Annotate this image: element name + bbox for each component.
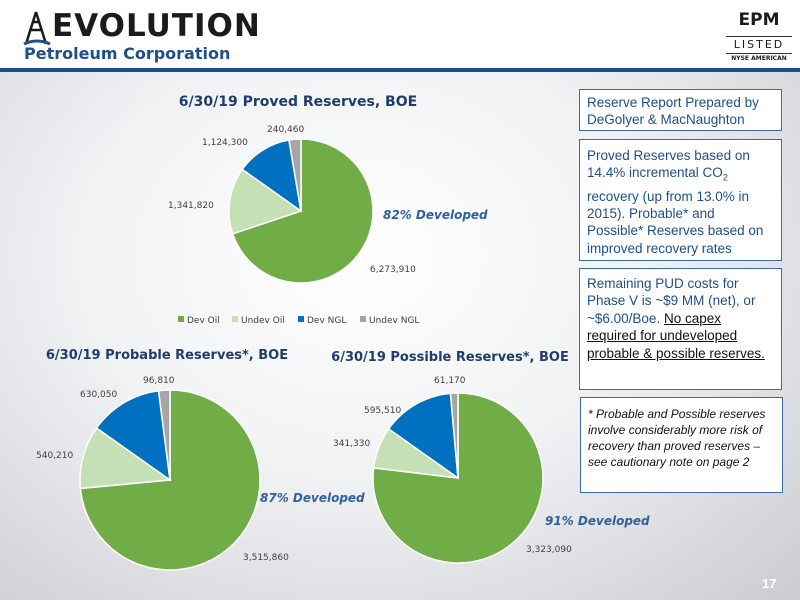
proved-slice-undev-ngl	[288, 138, 302, 212]
legend-label-undev-oil: Undev Oil	[241, 316, 285, 326]
ticker-exchange: NYSE AMERICAN	[726, 53, 792, 63]
reserve-report-box: Reserve Report Prepared by DeGolyer & Ma…	[579, 89, 782, 131]
possible-label-dev-ngl: 595,510	[364, 406, 401, 416]
logo-main-text: EVOLUTION	[52, 8, 261, 44]
probable-label-undev-ngl: 96,810	[143, 376, 175, 386]
possible-chart: 6/30/19 Possible Reserves*, BOE 3,323,09…	[331, 350, 650, 564]
probable-label-dev-ngl: 630,050	[80, 390, 117, 400]
possible-developed-annotation: 91% Developed	[545, 514, 650, 528]
proved-label-dev-ngl: 1,124,300	[202, 138, 248, 148]
probable-slice-undev-ngl	[157, 389, 171, 481]
probable-chart-title: 6/30/19 Probable Reserves*, BOE	[46, 348, 288, 363]
possible-slice-dev-oil	[372, 392, 544, 564]
ticker-symbol: EPM	[738, 10, 780, 30]
co2-subscript: 2	[722, 173, 728, 184]
page-number: 17	[762, 576, 777, 591]
probable-developed-annotation: 87% Developed	[260, 491, 365, 505]
possible-label-dev-oil: 3,323,090	[526, 545, 572, 555]
pud-costs-text: Remaining PUD costs for Phase V is ~$9 M…	[587, 276, 756, 326]
no-capex-text: No capex required for undeveloped probab…	[587, 310, 765, 361]
proved-label-undev-oil: 1,341,820	[168, 201, 214, 211]
proved-pie	[228, 138, 374, 284]
possible-label-undev-ngl: 61,170	[434, 376, 466, 386]
legend-swatch-undev-oil	[232, 316, 238, 322]
probable-label-dev-oil: 3,515,860	[243, 553, 289, 563]
legend-swatch-undev-ngl	[360, 316, 366, 322]
reserve-report-text: Reserve Report Prepared by DeGolyer & Ma…	[587, 95, 759, 127]
proved-slice-undev-oil	[228, 168, 303, 235]
header: EVOLUTION Petroleum Corporation EPM LIST…	[0, 0, 800, 70]
legend-swatch-dev-ngl	[298, 316, 304, 322]
ticker-badge: EPM LISTED NYSE AMERICAN	[726, 10, 792, 63]
proved-basis-text-2: recovery (up from 13.0% in 2015). Probab…	[587, 188, 764, 256]
probable-label-undev-oil: 540,210	[36, 451, 73, 461]
probable-pie	[79, 389, 261, 571]
probable-slice-undev-oil	[79, 426, 173, 490]
company-logo: EVOLUTION Petroleum Corporation	[22, 8, 260, 64]
cautionary-note-text: * Probable and Possible reserves involve…	[588, 407, 766, 469]
legend-label-dev-oil: Dev Oil	[187, 316, 220, 326]
logo-sub-text: Petroleum Corporation	[24, 44, 231, 63]
possible-pie	[372, 392, 544, 564]
pud-costs-box: Remaining PUD costs for Phase V is ~$9 M…	[579, 268, 782, 390]
derrick-icon	[23, 11, 51, 46]
proved-slice-dev-oil	[231, 138, 374, 284]
ticker-listed: LISTED	[726, 36, 792, 51]
probable-slice-dev-ngl	[95, 389, 171, 482]
proved-basis-text-1: Proved Reserves based on 14.4% increment…	[587, 148, 750, 181]
proved-slice-dev-ngl	[241, 139, 303, 213]
proved-basis-box: Proved Reserves based on 14.4% increment…	[579, 139, 782, 261]
possible-slice-dev-ngl	[387, 392, 459, 480]
legend-label-dev-ngl: Dev NGL	[307, 316, 346, 326]
possible-slice-undev-ngl	[449, 392, 459, 479]
proved-label-undev-ngl: 240,460	[267, 125, 304, 135]
legend-swatch-dev-oil	[178, 316, 184, 322]
legend-label-undev-ngl: Undev NGL	[369, 316, 419, 326]
proved-legend: Dev Oil Undev Oil Dev NGL Undev NGL	[178, 316, 419, 326]
proved-label-dev-oil: 6,273,910	[370, 265, 416, 275]
proved-chart: 6/30/19 Proved Reserves, BOE 6,273,910 1…	[168, 94, 488, 326]
cautionary-note-box: * Probable and Possible reserves involve…	[580, 397, 783, 493]
probable-chart: 6/30/19 Probable Reserves*, BOE 3,515,86…	[36, 348, 365, 571]
header-divider	[0, 68, 800, 72]
proved-developed-annotation: 82% Developed	[383, 208, 488, 222]
proved-chart-title: 6/30/19 Proved Reserves, BOE	[179, 94, 417, 110]
possible-chart-title: 6/30/19 Possible Reserves*, BOE	[331, 350, 569, 365]
possible-label-undev-oil: 341,330	[333, 439, 370, 449]
